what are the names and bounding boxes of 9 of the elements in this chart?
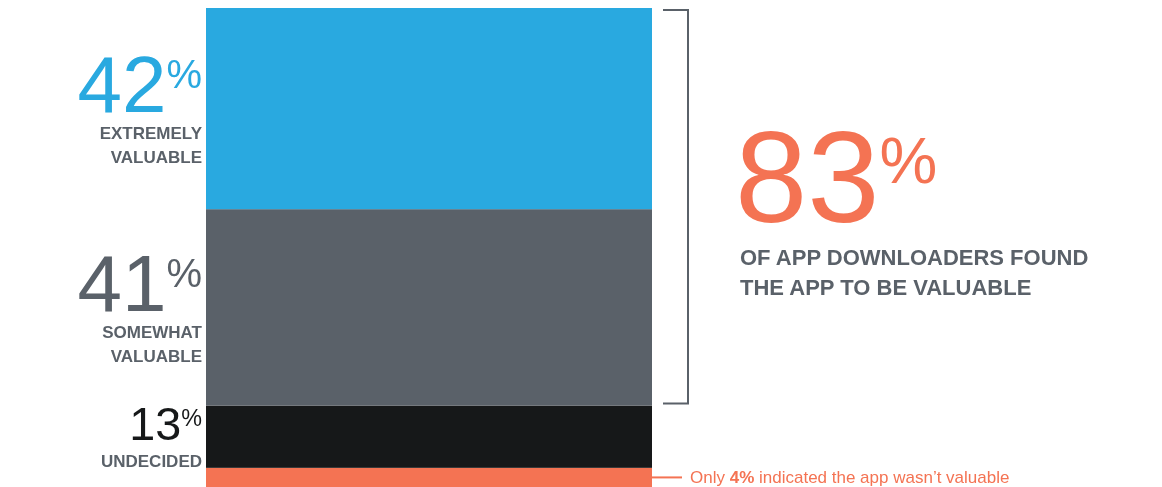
series-label: EXTREMELY VALUABLE — [99, 123, 203, 167]
bar — [206, 405, 652, 468]
series-label: UNDECIDED — [100, 452, 202, 472]
series-label: SOMEWHAT VALUABLE — [102, 322, 203, 366]
bar — [206, 467, 652, 487]
data-label: 13$^{%}$ — [129, 398, 202, 451]
bar — [206, 8, 652, 210]
data-label: Only 4% indicated the app wasn’t valuable — [690, 468, 1010, 487]
bar — [206, 209, 652, 406]
